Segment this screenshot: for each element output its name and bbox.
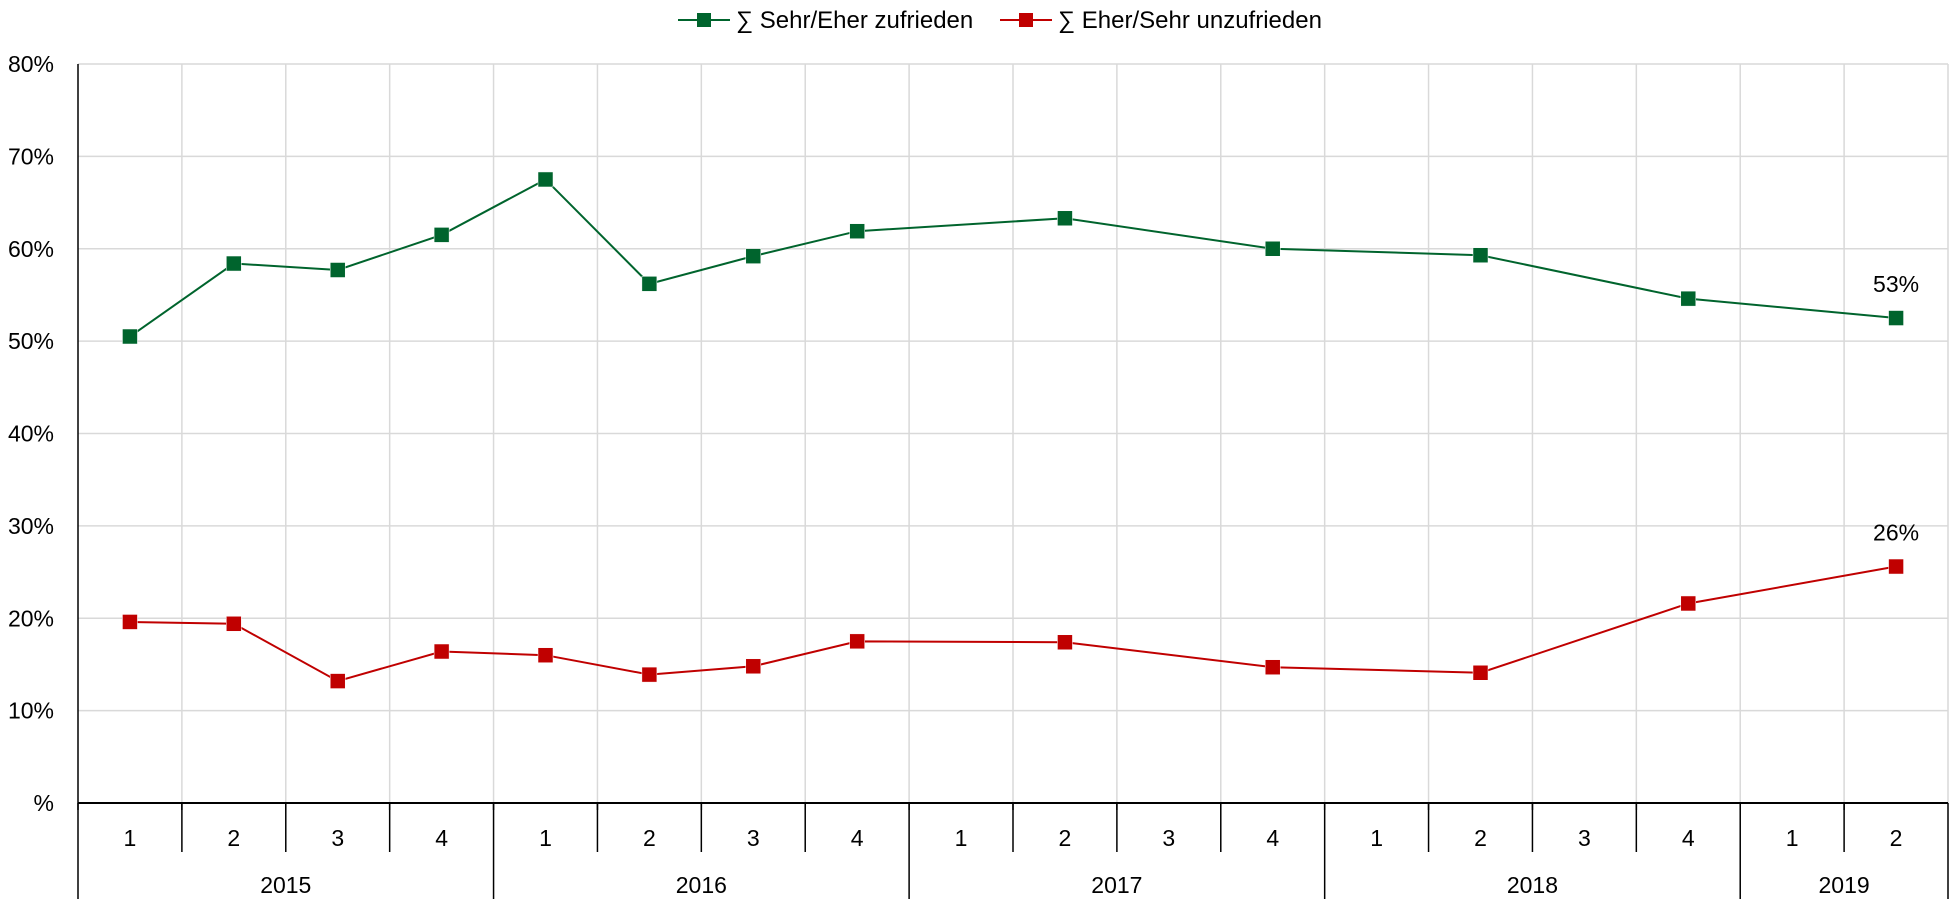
- quarter-label: 1: [539, 825, 552, 851]
- y-tick-label: 10%: [8, 698, 54, 724]
- year-label: 2017: [1091, 872, 1142, 898]
- legend-marker: [1019, 13, 1033, 27]
- data-point-marker: [1472, 247, 1489, 263]
- year-label: 2019: [1819, 872, 1870, 898]
- quarter-label: 2: [643, 825, 656, 851]
- data-point-marker: [1888, 310, 1904, 326]
- data-point-marker: [122, 614, 138, 630]
- quarter-label: 1: [1370, 825, 1383, 851]
- legend: ∑ Sehr/Eher zufrieden ∑ Eher/Sehr unzufri…: [678, 7, 1322, 34]
- data-point-marker: [1057, 210, 1073, 227]
- quarter-label: 4: [851, 825, 864, 851]
- data-point-marker: [537, 647, 554, 663]
- data-point-marker: [745, 248, 762, 264]
- data-point-marker: [1057, 634, 1073, 651]
- data-point-marker: [1888, 558, 1904, 575]
- data-point-marker: [745, 658, 762, 675]
- data-point-marker: [1680, 595, 1697, 612]
- quarter-label: 4: [1682, 825, 1695, 851]
- y-tick-label: 50%: [8, 328, 54, 354]
- y-tick-label: 30%: [8, 513, 54, 539]
- data-point-marker: [433, 227, 450, 243]
- data-point-marker: [226, 255, 242, 272]
- data-labels: 53% 26%: [1873, 271, 1919, 545]
- data-point-marker: [122, 328, 138, 345]
- y-tick-label: %: [34, 790, 54, 816]
- x-axis-categories: 1 2 3 4 2015 1 2 3 4 2016 1 2 3 4 2017 1 2 3 4 2018 1 2 2019: [124, 803, 1949, 899]
- data-point-marker: [849, 633, 865, 650]
- data-point-marker: [537, 171, 554, 188]
- quarter-label: 2: [1059, 825, 1072, 851]
- quarter-label: 4: [435, 825, 448, 851]
- quarter-label: 3: [1578, 825, 1591, 851]
- axes: % 10% 20% 30% 40% 50% 60% 70% 80%: [8, 51, 1948, 899]
- quarter-label: 2: [1890, 825, 1903, 851]
- data-point-marker: [1472, 665, 1489, 681]
- data-point-marker: [1680, 290, 1697, 307]
- quarter-label: 3: [331, 825, 344, 851]
- quarter-label: 3: [747, 825, 760, 851]
- quarter-label: 1: [1786, 825, 1799, 851]
- data-point-marker: [1264, 659, 1281, 675]
- series-layer: [122, 171, 1904, 689]
- y-tick-label: 80%: [8, 51, 54, 77]
- year-label: 2016: [676, 872, 727, 898]
- y-tick-label: 70%: [8, 143, 54, 169]
- legend-marker: [697, 13, 711, 27]
- gridlines: [78, 63, 1949, 803]
- legend-label: ∑ Sehr/Eher zufrieden: [736, 7, 973, 34]
- y-tick-label: 60%: [8, 236, 54, 262]
- year-label: 2018: [1507, 872, 1558, 898]
- quarter-label: 3: [1162, 825, 1175, 851]
- data-point-marker: [641, 276, 658, 292]
- y-tick-label: 20%: [8, 605, 54, 631]
- quarter-label: 4: [1266, 825, 1279, 851]
- quarter-label: 2: [1474, 825, 1487, 851]
- end-data-label: 53%: [1873, 271, 1919, 297]
- year-label: 2015: [260, 872, 311, 898]
- data-point-marker: [329, 673, 346, 689]
- data-point-marker: [849, 223, 865, 239]
- data-point-marker: [329, 262, 346, 278]
- quarter-label: 2: [227, 825, 240, 851]
- data-point-marker: [1264, 241, 1281, 257]
- quarter-label: 1: [124, 825, 137, 851]
- data-point-marker: [226, 616, 242, 632]
- data-point-marker: [641, 666, 658, 683]
- data-point-marker: [433, 643, 450, 660]
- quarter-label: 1: [955, 825, 968, 851]
- y-tick-label: 40%: [8, 421, 54, 447]
- end-data-label: 26%: [1873, 520, 1919, 546]
- legend-label: ∑ Eher/Sehr unzufrieden: [1058, 7, 1322, 34]
